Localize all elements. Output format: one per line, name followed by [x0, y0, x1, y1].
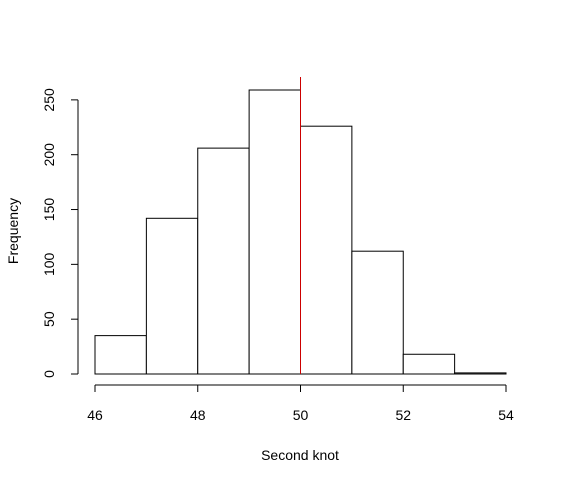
- x-axis: 46 48 50 52 54: [87, 384, 514, 423]
- y-tick-label: 100: [41, 252, 57, 276]
- x-axis-label: Second knot: [261, 447, 339, 463]
- histogram-bar: [454, 372, 507, 375]
- histogram-bar: [94, 335, 147, 375]
- x-tick-label: 46: [87, 407, 103, 423]
- x-tick-label: 54: [498, 407, 514, 423]
- histogram-bars: [94, 89, 507, 375]
- y-tick-label: 0: [41, 370, 57, 378]
- y-tick-label: 50: [41, 311, 57, 327]
- y-axis: 0 50 100 150 200 250: [41, 88, 79, 378]
- y-axis-label: Frequency: [5, 198, 21, 264]
- histogram-bar: [402, 353, 456, 375]
- histogram-bar: [248, 89, 301, 375]
- histogram-bar: [300, 125, 353, 375]
- histogram-bar: [197, 147, 250, 375]
- x-tick-label: 48: [190, 407, 206, 423]
- histogram-bar: [145, 217, 199, 375]
- y-tick-label: 150: [41, 198, 57, 222]
- y-tick-label: 200: [41, 143, 57, 167]
- x-tick-label: 52: [395, 407, 411, 423]
- histogram-bar: [351, 250, 404, 375]
- y-tick-label: 250: [41, 88, 57, 112]
- x-tick-label: 50: [293, 407, 309, 423]
